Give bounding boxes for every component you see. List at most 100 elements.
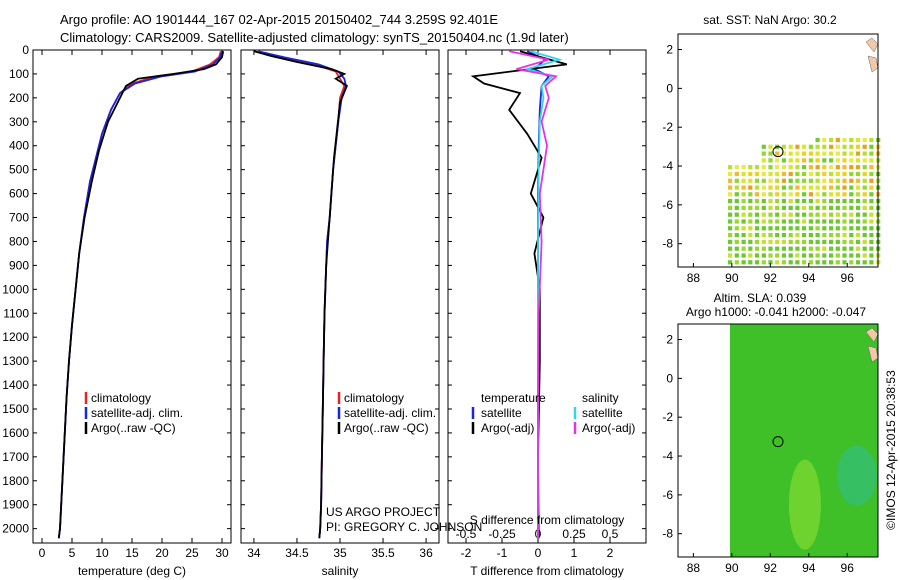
sst-cell	[741, 239, 746, 244]
sst-cell	[829, 185, 834, 190]
map-x-tick-label: 94	[802, 271, 816, 285]
sst-cell	[781, 185, 786, 190]
sst-cell	[849, 171, 854, 177]
sst-cell	[734, 199, 739, 204]
sst-cell	[734, 226, 739, 231]
sst-cell	[734, 239, 739, 244]
sst-cell	[741, 253, 746, 258]
legend-label: Argo(-adj)	[582, 421, 635, 435]
sst-cell	[869, 137, 874, 143]
sst-cell	[815, 226, 820, 231]
sst-cell	[835, 246, 840, 251]
sst-cell	[855, 137, 861, 143]
sst-cell	[808, 246, 813, 251]
sst-cell	[869, 192, 874, 197]
sst-cell	[734, 260, 739, 265]
sst-cell	[842, 185, 847, 190]
sst-cell	[869, 226, 874, 231]
sst-cell	[728, 178, 733, 183]
y-tick-label: 1900	[2, 498, 29, 512]
sst-cell	[754, 226, 760, 231]
series-line	[57, 50, 223, 539]
sst-cell	[802, 260, 807, 265]
sst-cell	[822, 199, 827, 204]
sst-cell	[862, 219, 867, 224]
sst-cell	[835, 219, 840, 224]
sst-cell	[829, 165, 834, 170]
sst-cell	[815, 239, 820, 244]
sst-cell	[788, 199, 793, 204]
x-tick-label: 0	[535, 546, 542, 560]
legend-label: satellite	[582, 406, 623, 420]
sst-cell	[808, 205, 813, 210]
sst-cell	[855, 199, 861, 204]
series-line	[253, 50, 346, 539]
sst-cell	[835, 226, 840, 231]
sst-cell	[855, 226, 861, 231]
sst-cell	[802, 212, 807, 217]
sst-cell	[815, 158, 820, 163]
sst-cell	[788, 205, 793, 210]
sla-axes	[677, 323, 879, 558]
land-shape	[865, 37, 879, 53]
sst-cell	[862, 137, 867, 143]
sst-cell	[768, 165, 773, 170]
x2-tick-label: -0.25	[488, 527, 516, 541]
sst-cell	[829, 219, 834, 224]
sst-cell	[795, 185, 800, 190]
sst-cell	[862, 192, 867, 197]
sst-cell	[815, 192, 820, 197]
sst-cell	[835, 253, 840, 258]
sst-cell	[808, 185, 813, 190]
legend-label: climatology	[91, 391, 151, 405]
sst-cell	[754, 165, 760, 170]
sst-cell	[862, 165, 867, 170]
sst-cell	[808, 226, 813, 231]
sst-cell	[781, 151, 786, 156]
map-y-tick-label: -6	[662, 198, 673, 212]
sst-cell	[829, 137, 834, 143]
sst-cell	[761, 212, 766, 217]
sst-cell	[802, 185, 807, 190]
difference-xlabel: T difference from climatology	[470, 564, 624, 578]
series-line	[257, 50, 347, 539]
sst-cell	[862, 151, 867, 156]
sst-cell	[768, 158, 773, 163]
sst-cell	[761, 260, 766, 265]
sst-cell	[781, 192, 786, 197]
sst-cell	[829, 233, 834, 238]
series-line	[57, 51, 225, 539]
sst-cell	[788, 165, 793, 170]
sst-cell	[775, 253, 780, 258]
sst-cell	[748, 165, 753, 170]
sst-cell	[869, 212, 874, 217]
sst-cell	[829, 226, 834, 231]
sst-cell	[802, 219, 807, 224]
sst-cell	[768, 151, 773, 156]
sst-cell	[808, 253, 813, 258]
y-tick-label: 1600	[2, 426, 29, 440]
temperature-legend: climatology satellite-adj. clim. Argo(..…	[84, 391, 183, 435]
sst-cell	[862, 246, 867, 251]
sst-cell	[781, 165, 786, 170]
legend-header-salinity: salinity	[582, 391, 619, 405]
sst-cell	[808, 171, 813, 177]
sst-cell	[842, 239, 847, 244]
sst-cell	[855, 192, 861, 197]
sst-cell	[855, 239, 861, 244]
sst-cell	[802, 253, 807, 258]
sst-cell	[795, 260, 800, 265]
map-y-tick-label: -4	[662, 449, 673, 463]
sst-cell	[788, 212, 793, 217]
sst-cell	[869, 253, 874, 258]
sst-cell	[849, 192, 854, 197]
sst-cell	[842, 158, 847, 163]
sst-cell	[775, 158, 780, 163]
sla-subtitle: Argo h1000: -0.041 h2000: -0.047	[686, 305, 866, 319]
sst-cell	[781, 219, 786, 224]
sst-cell	[842, 137, 847, 143]
sst-cell	[862, 205, 867, 210]
sst-cell	[761, 219, 766, 224]
legend-label: Argo(..raw -QC)	[91, 421, 176, 435]
sst-cell	[862, 260, 867, 265]
